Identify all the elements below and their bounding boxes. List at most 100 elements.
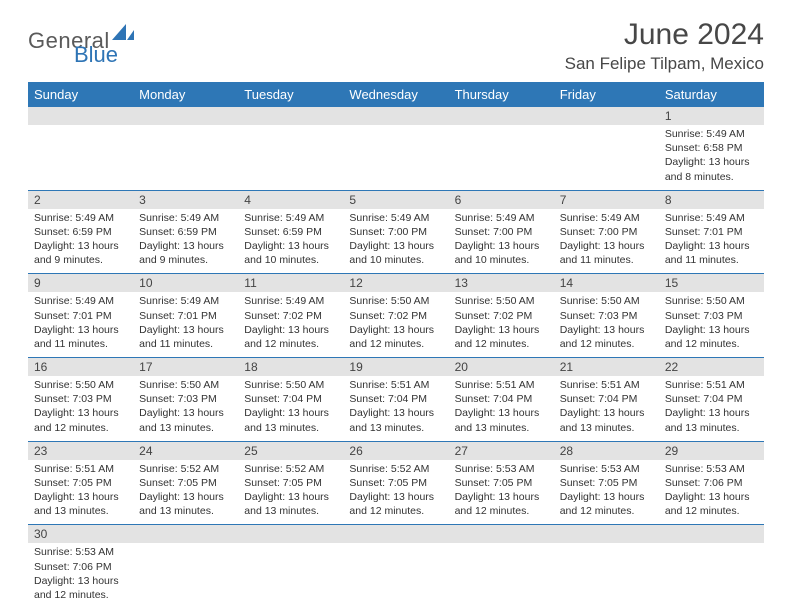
day-detail: Sunrise: 5:52 AMSunset: 7:05 PMDaylight:… [133,460,238,525]
day-number [28,107,133,125]
day-detail: Sunrise: 5:53 AMSunset: 7:06 PMDaylight:… [659,460,764,525]
daynum-row: 16171819202122 [28,358,764,377]
day-detail [449,125,554,190]
day-number: 25 [238,441,343,460]
day-number: 16 [28,358,133,377]
day-number: 12 [343,274,448,293]
day-number: 8 [659,190,764,209]
day-number: 21 [554,358,659,377]
day-detail: Sunrise: 5:49 AMSunset: 6:59 PMDaylight:… [28,209,133,274]
day-header: Saturday [659,82,764,107]
day-number: 18 [238,358,343,377]
day-number [133,107,238,125]
day-detail: Sunrise: 5:53 AMSunset: 7:05 PMDaylight:… [449,460,554,525]
day-detail: Sunrise: 5:51 AMSunset: 7:04 PMDaylight:… [449,376,554,441]
day-detail: Sunrise: 5:49 AMSunset: 7:01 PMDaylight:… [133,292,238,357]
day-number: 2 [28,190,133,209]
day-detail [343,543,448,608]
day-detail [28,125,133,190]
day-number [449,107,554,125]
day-number: 30 [28,525,133,544]
location: San Felipe Tilpam, Mexico [565,54,764,74]
day-number: 4 [238,190,343,209]
day-detail: Sunrise: 5:51 AMSunset: 7:04 PMDaylight:… [659,376,764,441]
day-header: Thursday [449,82,554,107]
day-number: 10 [133,274,238,293]
day-number [343,107,448,125]
day-detail: Sunrise: 5:50 AMSunset: 7:04 PMDaylight:… [238,376,343,441]
day-detail [659,543,764,608]
day-header: Wednesday [343,82,448,107]
day-number [133,525,238,544]
day-detail [554,125,659,190]
day-number: 7 [554,190,659,209]
day-detail: Sunrise: 5:52 AMSunset: 7:05 PMDaylight:… [238,460,343,525]
day-detail: Sunrise: 5:50 AMSunset: 7:03 PMDaylight:… [554,292,659,357]
day-number: 14 [554,274,659,293]
day-detail: Sunrise: 5:52 AMSunset: 7:05 PMDaylight:… [343,460,448,525]
day-detail [554,543,659,608]
day-number: 29 [659,441,764,460]
day-number: 28 [554,441,659,460]
day-detail [238,125,343,190]
header: General June 2024 San Felipe Tilpam, Mex… [28,18,764,74]
calendar-table: Sunday Monday Tuesday Wednesday Thursday… [28,82,764,608]
day-header: Friday [554,82,659,107]
day-detail: Sunrise: 5:51 AMSunset: 7:04 PMDaylight:… [343,376,448,441]
day-detail: Sunrise: 5:51 AMSunset: 7:04 PMDaylight:… [554,376,659,441]
day-number: 27 [449,441,554,460]
day-detail: Sunrise: 5:49 AMSunset: 6:59 PMDaylight:… [133,209,238,274]
day-header: Tuesday [238,82,343,107]
day-number [554,107,659,125]
day-header: Sunday [28,82,133,107]
detail-row: Sunrise: 5:49 AMSunset: 6:59 PMDaylight:… [28,209,764,274]
month-title: June 2024 [565,18,764,52]
day-header-row: Sunday Monday Tuesday Wednesday Thursday… [28,82,764,107]
day-detail: Sunrise: 5:51 AMSunset: 7:05 PMDaylight:… [28,460,133,525]
day-number: 17 [133,358,238,377]
day-number: 15 [659,274,764,293]
day-detail [133,125,238,190]
detail-row: Sunrise: 5:49 AMSunset: 7:01 PMDaylight:… [28,292,764,357]
daynum-row: 23242526272829 [28,441,764,460]
day-number: 24 [133,441,238,460]
day-number: 22 [659,358,764,377]
day-number: 6 [449,190,554,209]
day-detail: Sunrise: 5:49 AMSunset: 7:02 PMDaylight:… [238,292,343,357]
day-detail [343,125,448,190]
day-detail: Sunrise: 5:50 AMSunset: 7:03 PMDaylight:… [133,376,238,441]
detail-row: Sunrise: 5:49 AMSunset: 6:58 PMDaylight:… [28,125,764,190]
daynum-row: 30 [28,525,764,544]
title-block: June 2024 San Felipe Tilpam, Mexico [565,18,764,74]
day-detail: Sunrise: 5:50 AMSunset: 7:03 PMDaylight:… [28,376,133,441]
day-detail: Sunrise: 5:49 AMSunset: 7:01 PMDaylight:… [659,209,764,274]
day-number [343,525,448,544]
daynum-row: 9101112131415 [28,274,764,293]
day-number: 23 [28,441,133,460]
day-detail: Sunrise: 5:50 AMSunset: 7:02 PMDaylight:… [343,292,448,357]
day-detail: Sunrise: 5:53 AMSunset: 7:06 PMDaylight:… [28,543,133,608]
day-detail: Sunrise: 5:50 AMSunset: 7:02 PMDaylight:… [449,292,554,357]
day-detail: Sunrise: 5:49 AMSunset: 7:01 PMDaylight:… [28,292,133,357]
day-number [449,525,554,544]
day-number [238,525,343,544]
day-detail: Sunrise: 5:49 AMSunset: 7:00 PMDaylight:… [343,209,448,274]
day-detail: Sunrise: 5:49 AMSunset: 7:00 PMDaylight:… [449,209,554,274]
day-number: 13 [449,274,554,293]
day-detail [238,543,343,608]
day-number: 11 [238,274,343,293]
day-number: 9 [28,274,133,293]
detail-row: Sunrise: 5:50 AMSunset: 7:03 PMDaylight:… [28,376,764,441]
day-number: 26 [343,441,448,460]
daynum-row: 1 [28,107,764,125]
day-number [554,525,659,544]
day-detail [133,543,238,608]
day-number: 20 [449,358,554,377]
day-number: 5 [343,190,448,209]
logo-text-blue: Blue [74,42,118,68]
day-header: Monday [133,82,238,107]
day-detail: Sunrise: 5:49 AMSunset: 7:00 PMDaylight:… [554,209,659,274]
day-detail [449,543,554,608]
day-number: 19 [343,358,448,377]
day-number [659,525,764,544]
